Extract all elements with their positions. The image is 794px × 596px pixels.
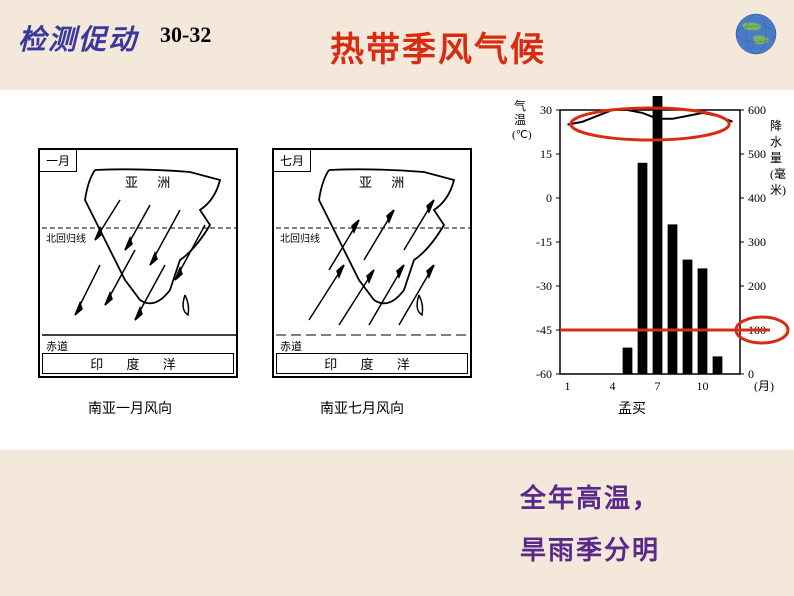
svg-text:-45: -45 (536, 323, 552, 337)
svg-text:30: 30 (540, 103, 552, 117)
svg-text:0: 0 (546, 191, 552, 205)
svg-text:-15: -15 (536, 235, 552, 249)
map-jul-equator: 赤道 (280, 338, 302, 354)
map-jan-equator: 赤道 (46, 338, 68, 354)
page-title: 热带季风气候 (330, 22, 546, 71)
svg-text:300: 300 (748, 235, 766, 249)
globe-icon (734, 12, 778, 56)
chart-caption: 孟买 (618, 398, 646, 418)
svg-text:(毫: (毫 (770, 166, 786, 181)
map-jul-caption: 南亚七月风向 (320, 398, 404, 418)
annotation-line1: 全年高温， (520, 478, 660, 515)
svg-text:200: 200 (748, 279, 766, 293)
map-jan-tropic: 北回归线 (46, 230, 86, 245)
map-january: 一月 亚 洲 北回归线 赤道 印 度 洋 (38, 148, 238, 378)
header-sub: 30-32 (160, 22, 211, 48)
map-july: 七月 亚 洲 北回归线 赤道 印 度 洋 (272, 148, 472, 378)
svg-text:500: 500 (748, 147, 766, 161)
map-jul-continent: 亚 洲 (359, 172, 412, 191)
svg-text:降: 降 (770, 119, 782, 133)
header-left: 检测促动 (18, 18, 138, 58)
svg-text:温: 温 (514, 113, 526, 127)
svg-text:1: 1 (565, 379, 571, 393)
map-jan-caption: 南亚一月风向 (88, 398, 172, 418)
svg-text:(℃): (℃) (512, 129, 532, 141)
svg-text:400: 400 (748, 191, 766, 205)
svg-text:(月): (月) (754, 379, 774, 393)
svg-text:水: 水 (770, 135, 782, 149)
climate-chart: 30150-15-30-45-606005004003002001000气温(℃… (500, 94, 790, 414)
svg-text:米): 米) (770, 183, 786, 197)
svg-text:-60: -60 (536, 367, 552, 381)
map-jan-continent: 亚 洲 (125, 172, 178, 191)
svg-text:-30: -30 (536, 279, 552, 293)
annotation-line2: 旱雨季分明 (520, 530, 660, 567)
svg-text:气: 气 (514, 98, 526, 113)
svg-text:7: 7 (655, 379, 661, 393)
svg-text:4: 4 (610, 379, 616, 393)
map-jul-ocean: 印 度 洋 (276, 353, 468, 374)
map-jan-ocean: 印 度 洋 (42, 353, 234, 374)
svg-text:10: 10 (697, 379, 709, 393)
map-jul-tropic: 北回归线 (280, 230, 320, 245)
svg-text:15: 15 (540, 147, 552, 161)
svg-text:量: 量 (770, 151, 782, 165)
svg-text:600: 600 (748, 103, 766, 117)
